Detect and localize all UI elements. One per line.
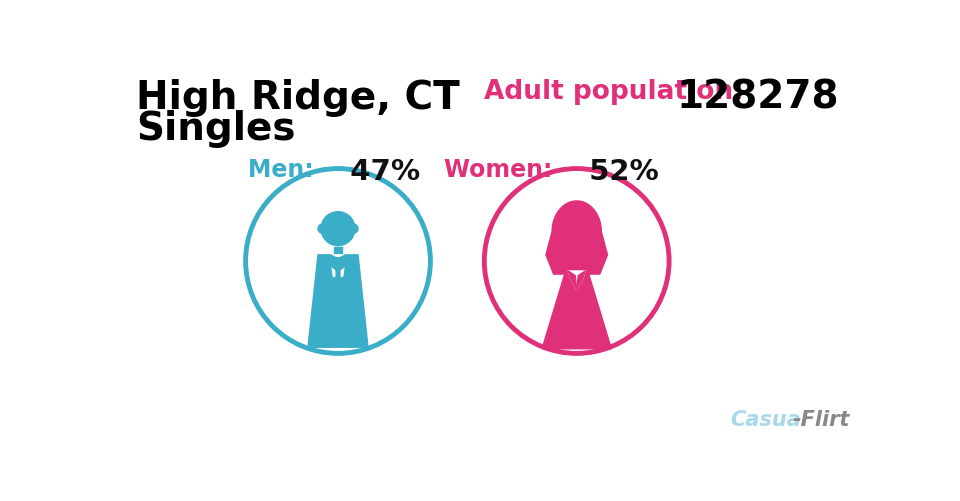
Polygon shape (577, 272, 586, 290)
Text: -Flirt: -Flirt (792, 409, 850, 429)
Polygon shape (338, 256, 352, 271)
Text: Casual: Casual (731, 409, 808, 429)
Text: 128278: 128278 (677, 79, 839, 117)
Polygon shape (335, 259, 341, 265)
Text: 52%: 52% (569, 158, 659, 186)
Polygon shape (334, 247, 342, 257)
Polygon shape (308, 256, 368, 348)
Polygon shape (336, 264, 340, 295)
Text: Men:: Men: (249, 158, 330, 182)
Polygon shape (324, 256, 338, 271)
Circle shape (558, 226, 595, 263)
Text: 47%: 47% (330, 158, 420, 186)
Text: Women:: Women: (444, 158, 569, 182)
Polygon shape (568, 272, 586, 290)
Polygon shape (330, 256, 346, 277)
Circle shape (321, 212, 355, 246)
Text: Singles: Singles (136, 109, 296, 147)
Circle shape (318, 224, 327, 234)
Circle shape (348, 224, 358, 234)
Text: Adult population:: Adult population: (484, 79, 744, 105)
Polygon shape (542, 273, 612, 349)
Polygon shape (546, 201, 608, 275)
Text: High Ridge, CT: High Ridge, CT (136, 79, 460, 117)
Polygon shape (568, 272, 577, 290)
Polygon shape (572, 263, 582, 275)
